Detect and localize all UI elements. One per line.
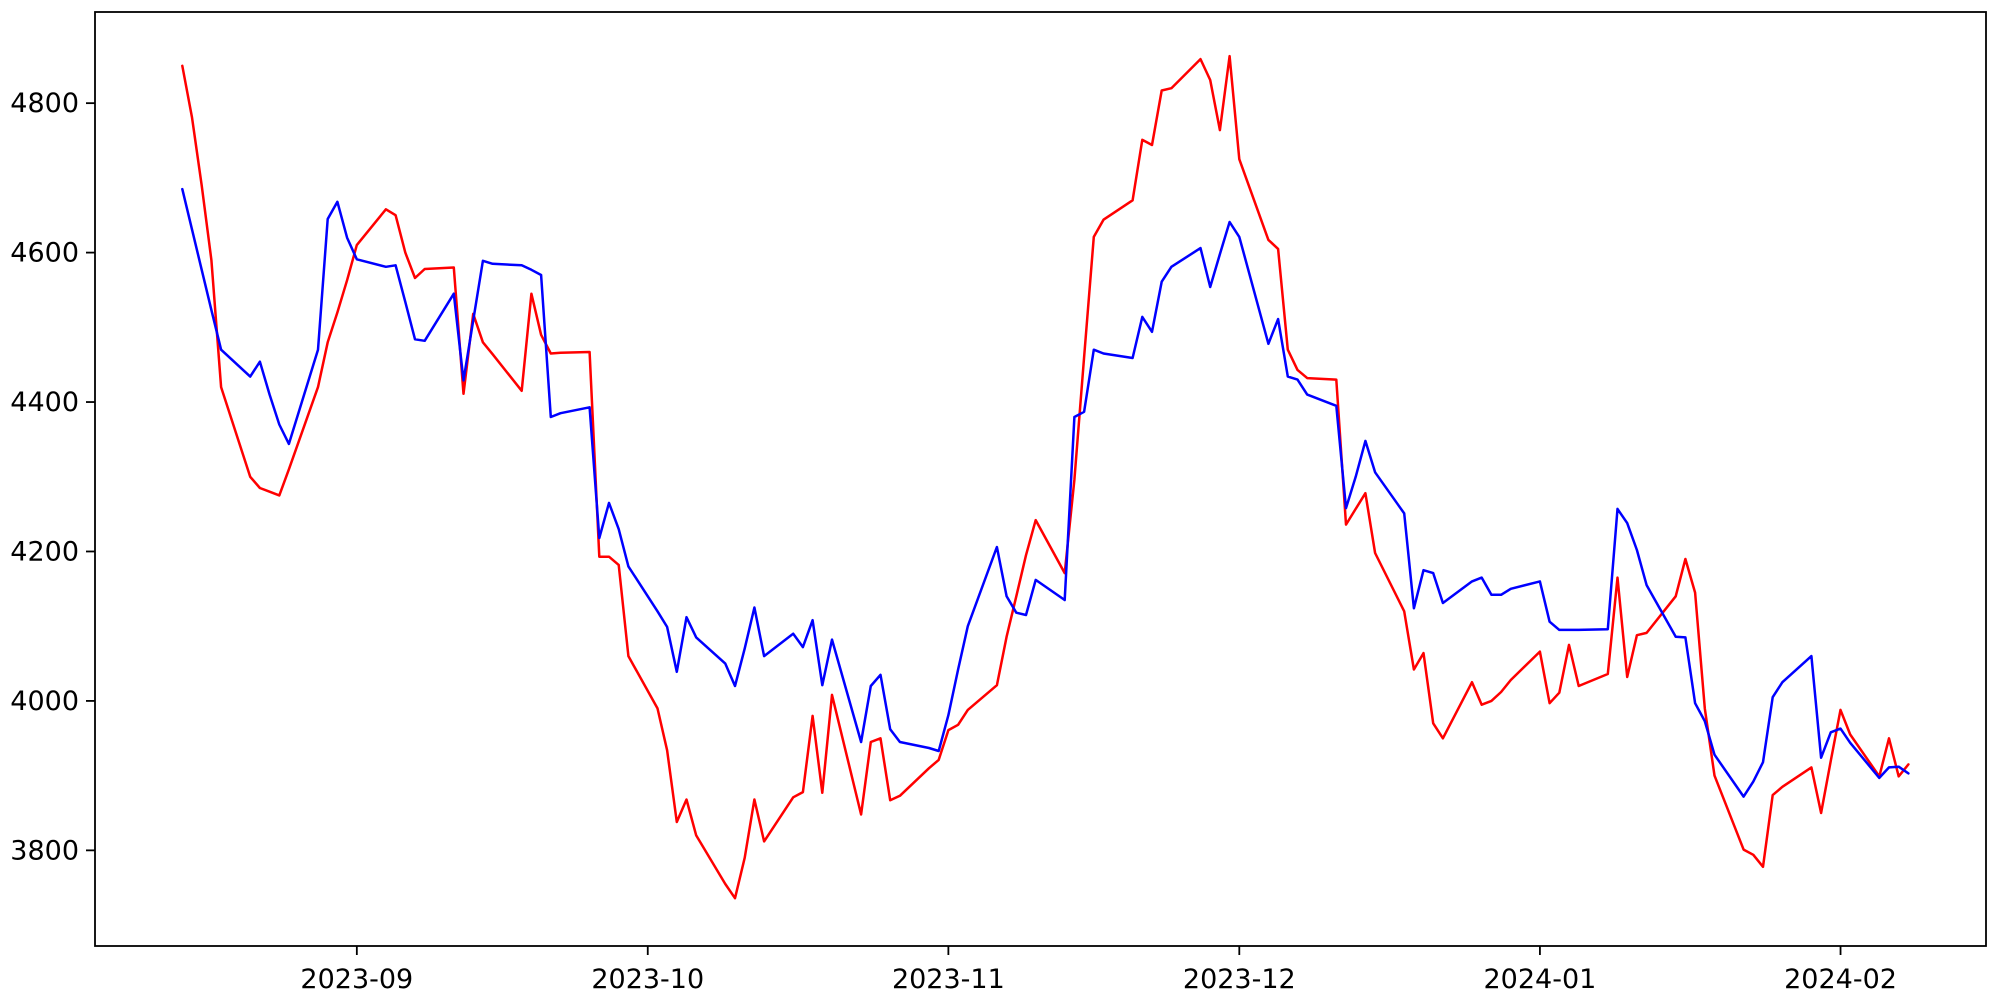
- x-tick-label: 2024-01: [1484, 964, 1597, 995]
- x-tick-label: 2023-11: [892, 964, 1005, 995]
- y-tick-label: 4600: [10, 238, 79, 269]
- y-tick-label: 4800: [10, 88, 79, 119]
- y-tick-label: 4200: [10, 536, 79, 567]
- y-tick-label: 3800: [10, 835, 79, 866]
- x-tick-label: 2023-09: [300, 964, 413, 995]
- plot-frame: [94, 11, 1987, 947]
- x-tick-label: 2024-02: [1784, 964, 1897, 995]
- x-tick-label: 2023-12: [1183, 964, 1296, 995]
- y-tick-label: 4400: [10, 387, 79, 418]
- x-tick-label: 2023-10: [591, 964, 704, 995]
- y-tick-label: 4000: [10, 686, 79, 717]
- blue-series-line: [181, 187, 1910, 798]
